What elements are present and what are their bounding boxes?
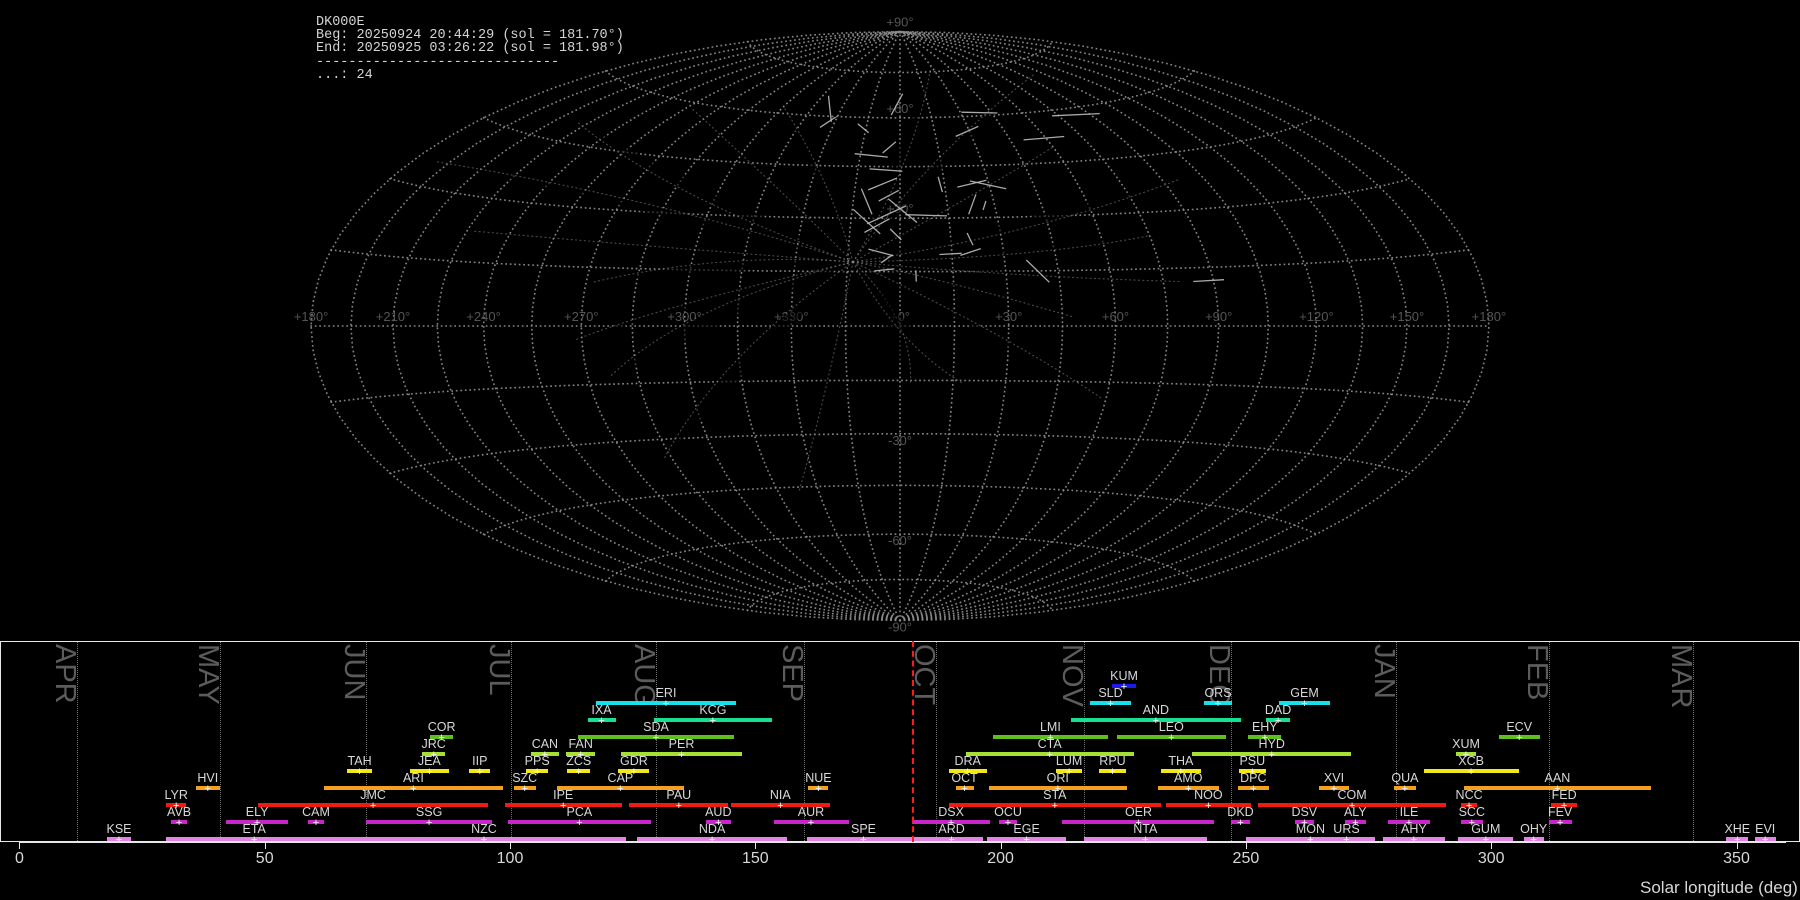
svg-text:+180°: +180° (294, 309, 328, 324)
svg-text:-30°: -30° (888, 433, 912, 448)
svg-text:+30°: +30° (995, 309, 1022, 324)
svg-text:+90°: +90° (1205, 309, 1232, 324)
svg-text:+90°: +90° (886, 15, 913, 30)
svg-text:+240°: +240° (466, 309, 500, 324)
svg-text:+210°: +210° (376, 309, 410, 324)
svg-text:+150°: +150° (1390, 309, 1424, 324)
svg-text:-90°: -90° (888, 619, 912, 634)
svg-text:-60°: -60° (888, 533, 912, 548)
svg-text:+270°: +270° (564, 309, 598, 324)
svg-text:+60°: +60° (886, 101, 913, 116)
svg-text:+180°: +180° (1472, 309, 1506, 324)
svg-text:+60°: +60° (1102, 309, 1129, 324)
svg-text:+120°: +120° (1299, 309, 1333, 324)
